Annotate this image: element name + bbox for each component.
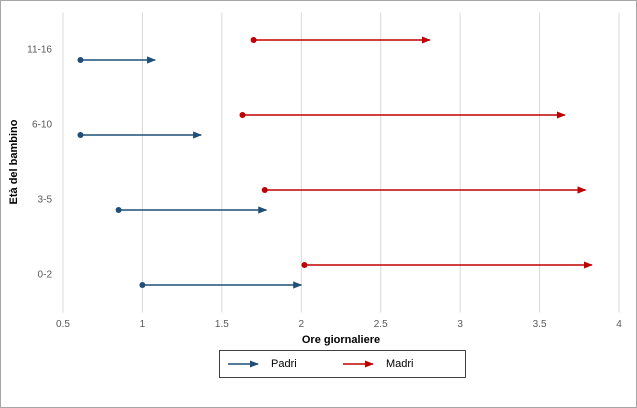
legend-label: Padri bbox=[271, 358, 297, 370]
y-tick-label: 3-5 bbox=[38, 195, 53, 206]
arrow-start bbox=[239, 112, 246, 118]
x-tick-label: 3 bbox=[457, 319, 463, 330]
y-tick-label: 11-16 bbox=[27, 45, 52, 56]
arrow-start bbox=[115, 207, 122, 213]
x-tick-label: 1 bbox=[140, 319, 146, 330]
arrow-start bbox=[77, 57, 84, 63]
arrow-start bbox=[301, 262, 308, 268]
y-tick-label: 0-2 bbox=[38, 270, 53, 281]
arrow-start bbox=[77, 132, 84, 138]
x-tick-label: 2 bbox=[299, 319, 305, 330]
x-tick-label: 2.5 bbox=[374, 319, 388, 330]
arrow-start bbox=[250, 37, 257, 43]
arrow-start bbox=[261, 187, 268, 193]
x-tick-label: 3.5 bbox=[533, 319, 547, 330]
legend-box bbox=[219, 350, 466, 378]
y-axis-title: Età del bambino bbox=[8, 119, 20, 204]
x-tick-label: 4 bbox=[616, 319, 622, 330]
x-tick-label: 1.5 bbox=[215, 319, 229, 330]
x-tick-label: 0.5 bbox=[56, 319, 70, 330]
arrow-start bbox=[139, 282, 146, 288]
y-tick-label: 6-10 bbox=[32, 120, 52, 131]
legend-label: Madri bbox=[386, 358, 414, 370]
x-axis-title: Ore giornaliere bbox=[302, 334, 380, 346]
